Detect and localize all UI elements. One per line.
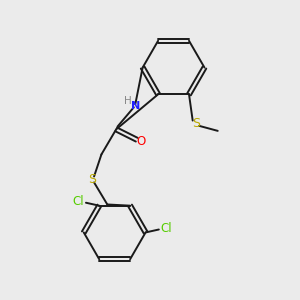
Text: N: N <box>131 101 140 111</box>
Text: Cl: Cl <box>160 221 172 235</box>
Text: S: S <box>192 117 200 130</box>
Text: S: S <box>88 173 97 186</box>
Text: O: O <box>136 135 146 148</box>
Text: Cl: Cl <box>73 195 84 208</box>
Text: H: H <box>124 96 132 106</box>
